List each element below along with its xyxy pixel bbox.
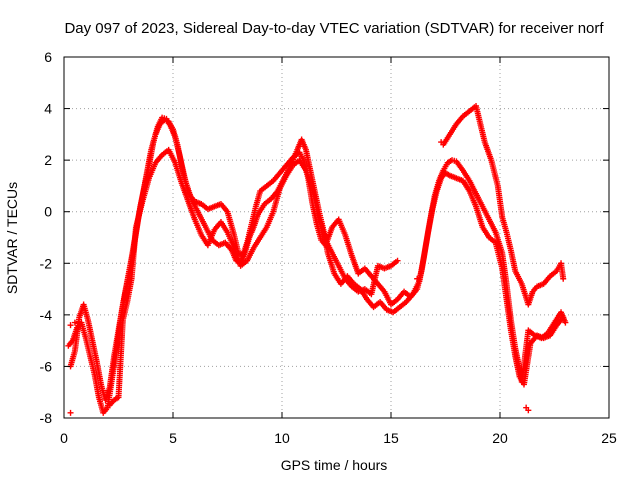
data-point: [394, 257, 401, 264]
x-axis-label: GPS time / hours: [281, 457, 388, 473]
data-point: [67, 409, 74, 416]
data-point: [562, 319, 569, 326]
y-tick-label: 0: [44, 204, 52, 220]
axis-ticks: [63, 56, 610, 419]
data-point: [438, 139, 445, 146]
data-point: [560, 275, 567, 282]
y-tick-label: 6: [44, 49, 52, 65]
x-tick-label: 20: [492, 430, 508, 446]
y-tick-label: -2: [40, 255, 53, 271]
data-points: [65, 102, 569, 416]
x-tick-label: 10: [274, 430, 290, 446]
x-tick-label: 15: [383, 430, 399, 446]
x-tick-label: 5: [169, 430, 177, 446]
y-tick-label: 4: [44, 101, 52, 117]
data-point: [560, 314, 567, 321]
data-point: [71, 319, 78, 326]
data-point: [414, 275, 421, 282]
data-point: [67, 322, 74, 329]
x-tick-label: 0: [60, 430, 68, 446]
y-tick-label: -4: [40, 307, 53, 323]
y-tick-label: -6: [40, 358, 53, 374]
data-point: [525, 407, 532, 414]
plot-frame: [63, 56, 610, 419]
y-axis-label: SDTVAR / TECUs: [4, 182, 20, 294]
y-tick-label: 2: [44, 152, 52, 168]
chart-title: Day 097 of 2023, Sidereal Day-to-day VTE…: [64, 20, 604, 37]
tick-labels: 0 5 10 15 20 25 -8 -6 -4 -2 0 2 4 6: [40, 49, 617, 446]
x-tick-label: 25: [601, 430, 617, 446]
y-tick-label: -8: [40, 410, 53, 426]
